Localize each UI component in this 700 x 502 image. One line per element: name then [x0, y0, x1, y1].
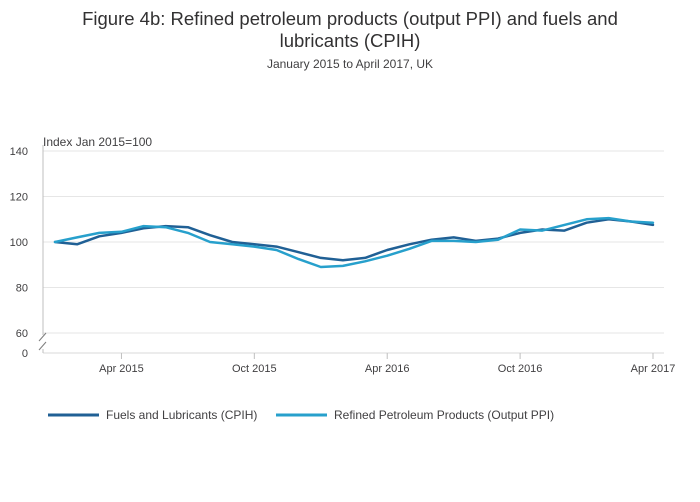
- y-tick-label-100: 100: [10, 237, 28, 249]
- x-tick-label: Oct 2016: [498, 363, 543, 375]
- y-tick-label-120: 120: [10, 192, 28, 204]
- chart-title: Figure 4b: Refined petroleum products (o…: [50, 8, 650, 52]
- y-tick-label-140: 140: [10, 146, 28, 158]
- x-tick-label: Oct 2015: [232, 363, 277, 375]
- legend-label-2: Refined Petroleum Products (Output PPI): [334, 408, 554, 422]
- legend-label-1: Fuels and Lubricants (CPIH): [106, 408, 257, 422]
- chart-subtitle: January 2015 to April 2017, UK: [266, 57, 434, 71]
- axis-break-mark-2: [38, 341, 47, 351]
- y-axis-label: Index Jan 2015=100: [43, 135, 152, 149]
- y-tick-label-60: 60: [16, 328, 28, 340]
- series-line-2: [53, 216, 655, 269]
- x-tick-label: Apr 2016: [365, 363, 410, 375]
- axis-break-mark-1: [38, 332, 47, 342]
- chart-title-line-1: Figure 4b: Refined petroleum products (o…: [82, 8, 618, 29]
- x-tick-label: Apr 2015: [99, 363, 144, 375]
- x-tick-label: Apr 2017: [631, 363, 676, 375]
- y-tick-label-80: 80: [16, 283, 28, 295]
- chart-title-line-2: lubricants (CPIH): [279, 30, 421, 51]
- y-tick-label-0: 0: [22, 348, 28, 360]
